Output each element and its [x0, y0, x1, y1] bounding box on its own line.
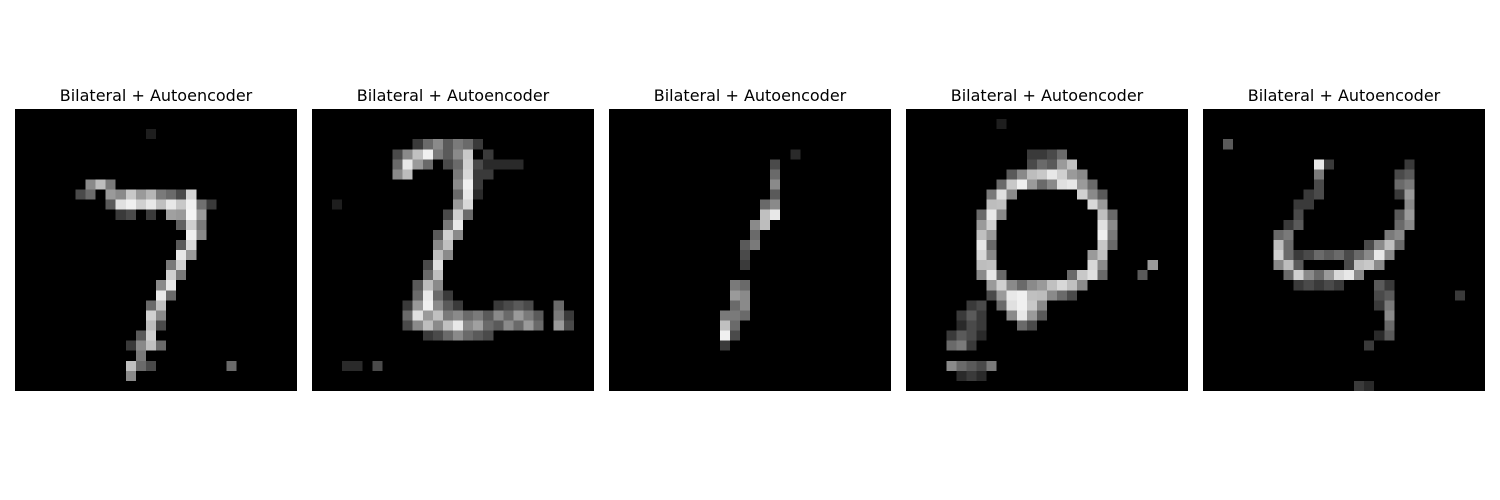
panel-title: Bilateral + Autoencoder — [59, 86, 253, 105]
panel-title: Bilateral + Autoencoder — [653, 86, 847, 105]
panel-title: Bilateral + Autoencoder — [356, 86, 550, 105]
denoised-digit-image — [312, 109, 594, 391]
panel-title: Bilateral + Autoencoder — [1247, 86, 1441, 105]
panel-title: Bilateral + Autoencoder — [950, 86, 1144, 105]
denoised-digit-image — [15, 109, 297, 391]
denoised-digit-image — [609, 109, 891, 391]
denoised-digit-image — [1203, 109, 1485, 391]
denoised-digit-image — [906, 109, 1188, 391]
